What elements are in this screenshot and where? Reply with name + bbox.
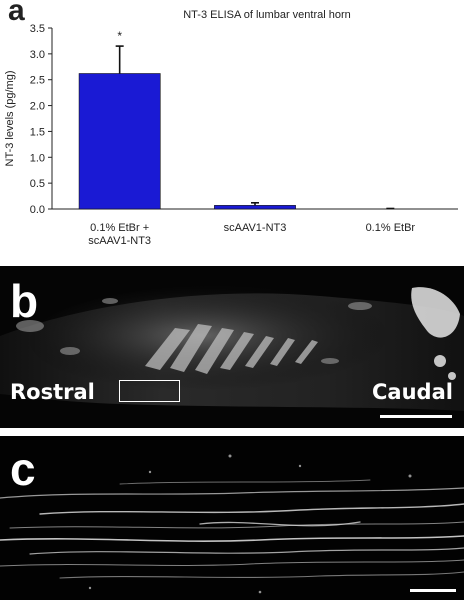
y-tick-label: 2.5 — [30, 75, 45, 87]
y-axis-label: NT-3 levels (pg/mg) — [4, 71, 16, 167]
significance-asterisk: * — [117, 29, 122, 43]
rostral-label: Rostral — [10, 380, 95, 404]
panel-c-letter: c — [10, 443, 36, 495]
y-tick-label: 1.0 — [30, 152, 45, 164]
y-tick-label: 0.5 — [30, 178, 45, 190]
scale-bar-c — [410, 589, 456, 592]
panel-a-letter: a — [8, 0, 25, 27]
x-tick-label: 0.1% EtBr + — [90, 222, 149, 234]
y-tick-label: 0.0 — [30, 204, 45, 216]
region-of-interest-box — [119, 380, 180, 402]
panel-b-micrograph: b Rostral Caudal — [0, 266, 464, 428]
y-tick-label: 3.5 — [30, 23, 45, 35]
caudal-label: Caudal — [372, 380, 453, 404]
micrograph-c-image — [0, 436, 464, 600]
bar — [214, 205, 296, 210]
micrograph-b-image — [0, 266, 464, 428]
panel-a-chart: NT-3 ELISA of lumbar ventral horn 0.0 0.5 1… — [0, 0, 464, 258]
y-tick-label: 1.5 — [30, 126, 45, 138]
y-tick-label: 3.0 — [30, 49, 45, 61]
x-tick-label: scAAV1-NT3 — [88, 235, 151, 247]
bar-chart: NT-3 ELISA of lumbar ventral horn 0.0 0.5 1… — [4, 9, 458, 247]
y-tick-label: 2.0 — [30, 101, 45, 113]
panel-c-micrograph: c — [0, 436, 464, 600]
bar — [78, 73, 161, 210]
x-tick-label: scAAV1-NT3 — [224, 222, 287, 234]
panel-b-letter: b — [10, 275, 39, 327]
x-tick-label: 0.1% EtBr — [366, 222, 416, 234]
chart-title: NT-3 ELISA of lumbar ventral horn — [183, 9, 351, 21]
scale-bar-b — [380, 415, 452, 418]
